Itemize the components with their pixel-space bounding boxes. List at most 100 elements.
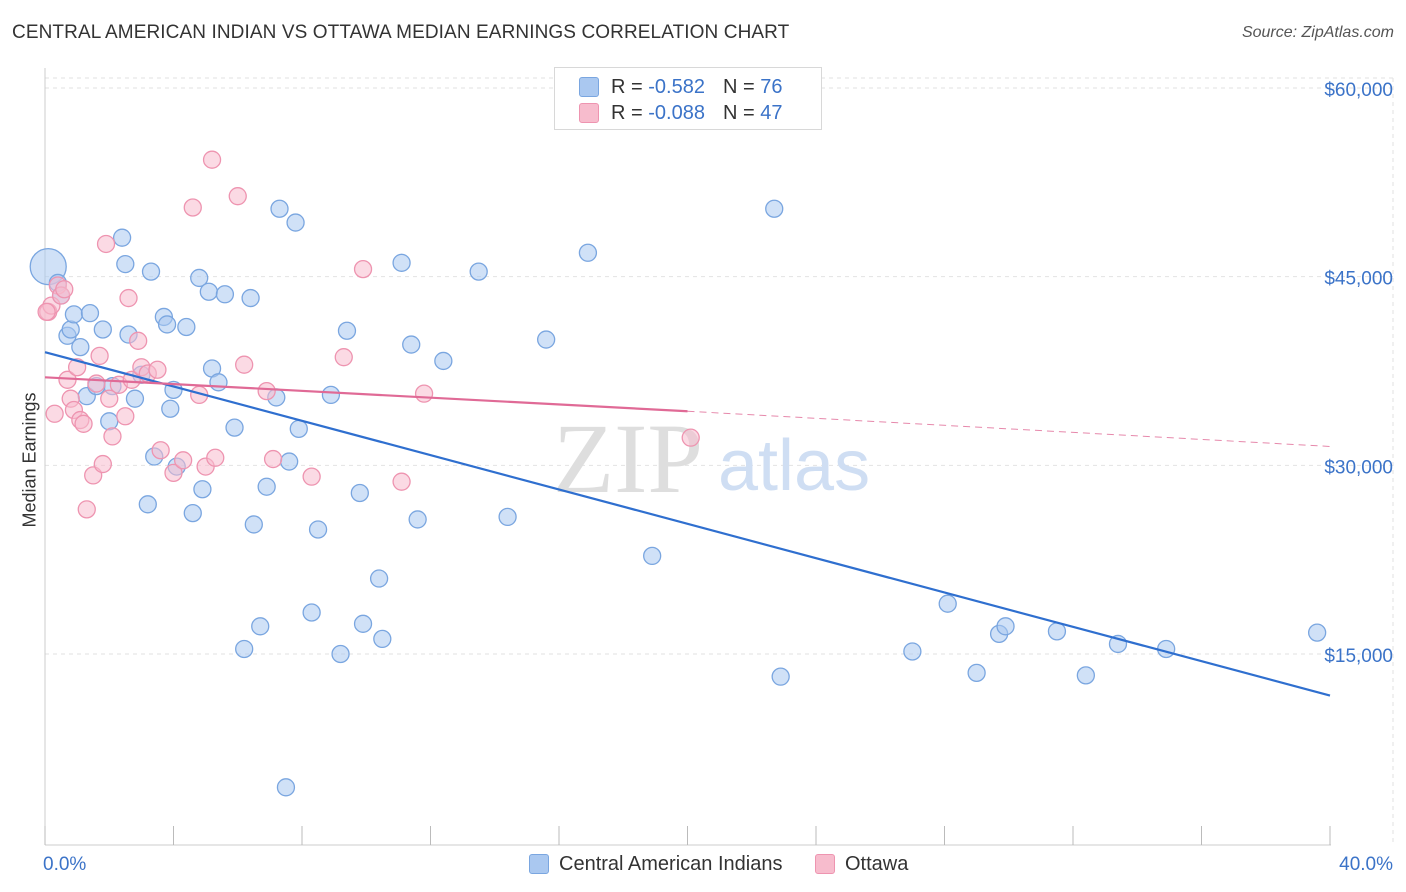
blue-point bbox=[1157, 639, 1176, 659]
blue-point bbox=[434, 351, 453, 371]
axes-layer bbox=[44, 68, 1331, 846]
pink-point bbox=[77, 500, 96, 519]
blue-point bbox=[190, 268, 209, 288]
y-tick-label: $60,000 bbox=[1324, 80, 1393, 101]
blue-point bbox=[251, 617, 270, 636]
pink-point bbox=[257, 381, 276, 401]
legend-r-value: -0.088 bbox=[648, 101, 705, 124]
bottom-legend-label: Ottawa bbox=[845, 852, 909, 875]
pink-point bbox=[96, 234, 116, 254]
pink-point bbox=[302, 467, 321, 486]
pink-point bbox=[37, 302, 56, 322]
legend-row-central-american-indians: R = -0.582 N = 76 bbox=[579, 75, 782, 99]
blue-point bbox=[373, 629, 392, 649]
blue-point bbox=[765, 199, 784, 218]
legend-swatch-pink bbox=[579, 103, 599, 123]
pink-point bbox=[103, 427, 122, 446]
blue-point bbox=[302, 603, 321, 622]
legend-n-value: 47 bbox=[760, 101, 783, 124]
blue-point bbox=[138, 495, 157, 514]
pink-point bbox=[129, 331, 148, 350]
blue-point bbox=[257, 477, 276, 496]
blue-point bbox=[286, 213, 305, 232]
blue-point bbox=[80, 303, 100, 323]
pink-point bbox=[263, 449, 283, 469]
pink-point bbox=[235, 355, 254, 374]
pink-point bbox=[228, 187, 247, 206]
blue-point bbox=[353, 614, 373, 633]
x-tick-label-min: 0.0% bbox=[43, 854, 86, 875]
blue-point bbox=[71, 337, 90, 357]
trend-line-ottawa bbox=[44, 376, 688, 413]
blue-point bbox=[903, 642, 922, 661]
blue-point bbox=[157, 315, 177, 334]
trend-line-central-american-indians bbox=[44, 351, 1331, 697]
blue-point bbox=[289, 419, 308, 439]
legend-r-label: R = bbox=[611, 75, 643, 98]
blue-point bbox=[1076, 666, 1095, 685]
pink-point bbox=[87, 374, 106, 393]
legend-swatch-blue bbox=[579, 77, 599, 97]
blue-point bbox=[125, 389, 145, 408]
pink-point bbox=[116, 407, 135, 426]
correlation-legend: R = -0.582 N = 76 R = -0.088 N = 47 bbox=[554, 67, 822, 130]
pink-point bbox=[173, 451, 193, 470]
pink-point bbox=[414, 384, 434, 403]
y-axis-label: Median Earnings bbox=[19, 392, 40, 528]
pink-point bbox=[93, 454, 112, 474]
y-tick-label: $15,000 bbox=[1324, 646, 1393, 667]
pink-point bbox=[353, 259, 373, 279]
watermark-atlas: atlas bbox=[718, 426, 870, 506]
blue-point bbox=[578, 243, 598, 262]
blue-point bbox=[337, 321, 357, 340]
blue-point bbox=[321, 385, 341, 405]
tick-labels: $15,000 $30,000 $45,000 $60,000 0.0% 40.0% bbox=[43, 80, 1393, 875]
blue-point bbox=[100, 412, 119, 431]
legend-r-value: -0.582 bbox=[648, 75, 705, 98]
pink-point bbox=[334, 348, 353, 367]
blue-point bbox=[161, 399, 180, 418]
pink-point bbox=[45, 404, 64, 423]
blue-point bbox=[967, 663, 986, 683]
pink-point bbox=[100, 389, 119, 408]
bottom-legend-ottawa: Ottawa bbox=[815, 851, 908, 877]
legend-n-label: N = bbox=[722, 101, 755, 124]
blue-point bbox=[276, 778, 296, 797]
legend-n-value: 76 bbox=[760, 75, 783, 98]
blue-point bbox=[392, 253, 411, 272]
bottom-legend-swatch-pink bbox=[815, 854, 835, 874]
pink-point bbox=[74, 414, 93, 433]
pink-point bbox=[164, 463, 183, 483]
pink-point bbox=[148, 360, 167, 379]
blue-point bbox=[279, 452, 299, 471]
blue-point bbox=[193, 480, 212, 499]
bottom-legend-swatch-blue bbox=[529, 854, 549, 874]
blue-point bbox=[1308, 623, 1327, 642]
legend-r-label: R = bbox=[611, 101, 643, 124]
blue-point bbox=[244, 515, 263, 534]
blue-point bbox=[369, 569, 389, 588]
pink-point bbox=[119, 288, 138, 308]
blue-point bbox=[112, 228, 132, 247]
y-tick-label: $45,000 bbox=[1324, 269, 1393, 290]
blue-point bbox=[402, 335, 421, 354]
blue-point bbox=[938, 594, 957, 613]
blue-point bbox=[331, 644, 350, 664]
pink-point bbox=[206, 448, 225, 467]
blue-point bbox=[116, 254, 135, 274]
blue-point bbox=[183, 503, 202, 523]
blue-point bbox=[498, 507, 517, 527]
blue-point bbox=[225, 418, 244, 437]
blue-point bbox=[199, 282, 218, 301]
blue-point bbox=[215, 285, 235, 304]
watermark-zip: ZIP bbox=[553, 403, 703, 514]
trend-layer bbox=[44, 351, 1331, 697]
blue-point bbox=[141, 262, 161, 281]
blue-point bbox=[177, 317, 196, 337]
blue-point bbox=[469, 262, 488, 281]
blue-point bbox=[1047, 622, 1067, 641]
watermark: ZIP atlas bbox=[553, 403, 870, 514]
blue-point bbox=[93, 320, 112, 339]
y-tick-label: $30,000 bbox=[1324, 457, 1393, 478]
